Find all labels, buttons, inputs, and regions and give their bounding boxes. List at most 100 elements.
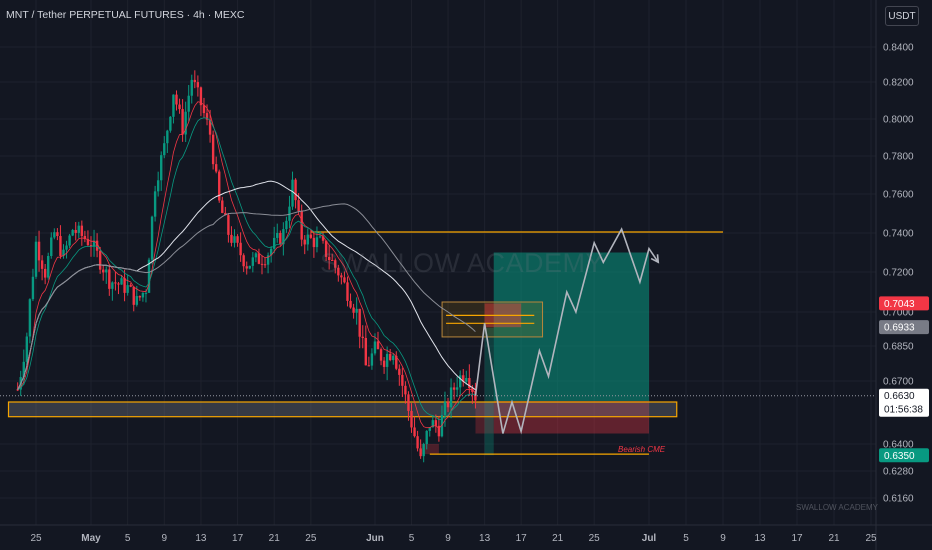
candle-body — [422, 444, 425, 457]
entry-zone — [484, 327, 494, 456]
candle-body — [263, 264, 267, 266]
candle-body — [334, 260, 337, 268]
candle-body — [455, 387, 459, 390]
candle-body — [181, 109, 184, 135]
candle-body — [132, 286, 135, 305]
candle-body — [239, 242, 242, 256]
candle-body — [443, 401, 447, 416]
candle-body — [22, 361, 25, 378]
candle-body — [358, 308, 361, 337]
price-tick-label: 0.6850 — [883, 342, 914, 353]
candle-body — [108, 269, 111, 289]
candle-body — [221, 200, 224, 213]
candle-body — [71, 229, 74, 236]
candle-body — [459, 375, 462, 388]
candle-body — [340, 275, 343, 278]
candle-body — [352, 307, 355, 313]
candle-body — [282, 229, 285, 245]
order-block-box — [441, 301, 544, 338]
candle-body — [245, 266, 248, 269]
candle-body — [251, 257, 255, 266]
candle-body — [153, 191, 157, 217]
price-label-text: 0.6933 — [884, 323, 915, 334]
time-tick-label: 21 — [269, 533, 281, 544]
currency-button[interactable]: USDT — [885, 6, 919, 26]
candle-body — [434, 420, 438, 426]
candle-body — [431, 420, 435, 428]
candle-body — [364, 337, 368, 366]
price-tick-label: 0.8200 — [883, 78, 914, 89]
candle-body — [260, 263, 264, 265]
candle-body — [105, 269, 108, 273]
ma-grey-line — [17, 203, 476, 390]
candle-body — [416, 436, 419, 449]
time-tick-label: 17 — [791, 533, 803, 544]
candle-body — [56, 232, 59, 237]
candle-body — [190, 79, 193, 96]
candle-body — [382, 360, 386, 367]
time-tick-label: 17 — [516, 533, 528, 544]
price-label-text: 0.6350 — [884, 451, 915, 462]
candle-body — [312, 237, 316, 248]
candle-body — [346, 282, 349, 301]
candle-body — [129, 285, 132, 287]
candle-body — [401, 374, 404, 386]
candle-body — [196, 82, 200, 88]
candle-body — [452, 387, 456, 390]
candle-body — [37, 241, 41, 261]
candle-body — [184, 111, 187, 135]
candle-body — [407, 394, 410, 411]
candle-body — [163, 143, 166, 156]
candle-body — [230, 234, 233, 243]
projection-arrow — [650, 254, 660, 264]
price-label-text: 0.7043 — [884, 299, 915, 310]
candle-body — [419, 448, 422, 457]
candle-body — [279, 233, 282, 245]
candle-body — [294, 179, 297, 201]
time-tick-label: 21 — [552, 533, 564, 544]
price-tick-label: 0.7400 — [883, 229, 914, 240]
candle-body — [150, 216, 154, 260]
candle-body — [31, 276, 35, 300]
candle-body — [395, 355, 398, 369]
candle-body — [138, 296, 142, 298]
candle-body — [47, 255, 50, 278]
candle-body — [208, 119, 212, 135]
candle-body — [370, 353, 374, 366]
time-tick-label: 17 — [232, 533, 244, 544]
candle-body — [53, 232, 56, 238]
candle-body — [126, 285, 129, 293]
candle-body — [337, 267, 340, 276]
candle-body — [218, 171, 221, 201]
time-tick-label: May — [81, 533, 101, 544]
candle-body — [306, 234, 309, 245]
candle-body — [224, 212, 227, 216]
candle-body — [303, 239, 306, 245]
candle-body — [25, 336, 29, 362]
time-tick-label: 25 — [305, 533, 317, 544]
candle-body — [236, 236, 239, 243]
candle-body — [147, 259, 151, 293]
candle-body — [74, 229, 77, 233]
candle-body — [388, 353, 392, 361]
candle-body — [77, 225, 80, 233]
candle-body — [297, 200, 300, 212]
candle-body — [343, 277, 346, 283]
candle-body — [257, 253, 261, 264]
candle-body — [65, 245, 68, 250]
candle-body — [68, 235, 71, 246]
candle-body — [379, 349, 383, 361]
time-tick-label: 9 — [720, 533, 726, 544]
time-tick-label: 25 — [589, 533, 601, 544]
candle-body — [202, 105, 206, 114]
candle-body — [465, 377, 468, 382]
candle-body — [92, 240, 96, 247]
candle-body — [43, 268, 47, 278]
price-tick-label: 0.7600 — [883, 190, 914, 201]
countdown-text: 01:56:38 — [884, 405, 923, 416]
candle-body — [446, 401, 450, 408]
candle-body — [211, 134, 215, 165]
candle-body — [462, 375, 465, 382]
bearish-cme-label: Bearish CME — [618, 445, 666, 454]
